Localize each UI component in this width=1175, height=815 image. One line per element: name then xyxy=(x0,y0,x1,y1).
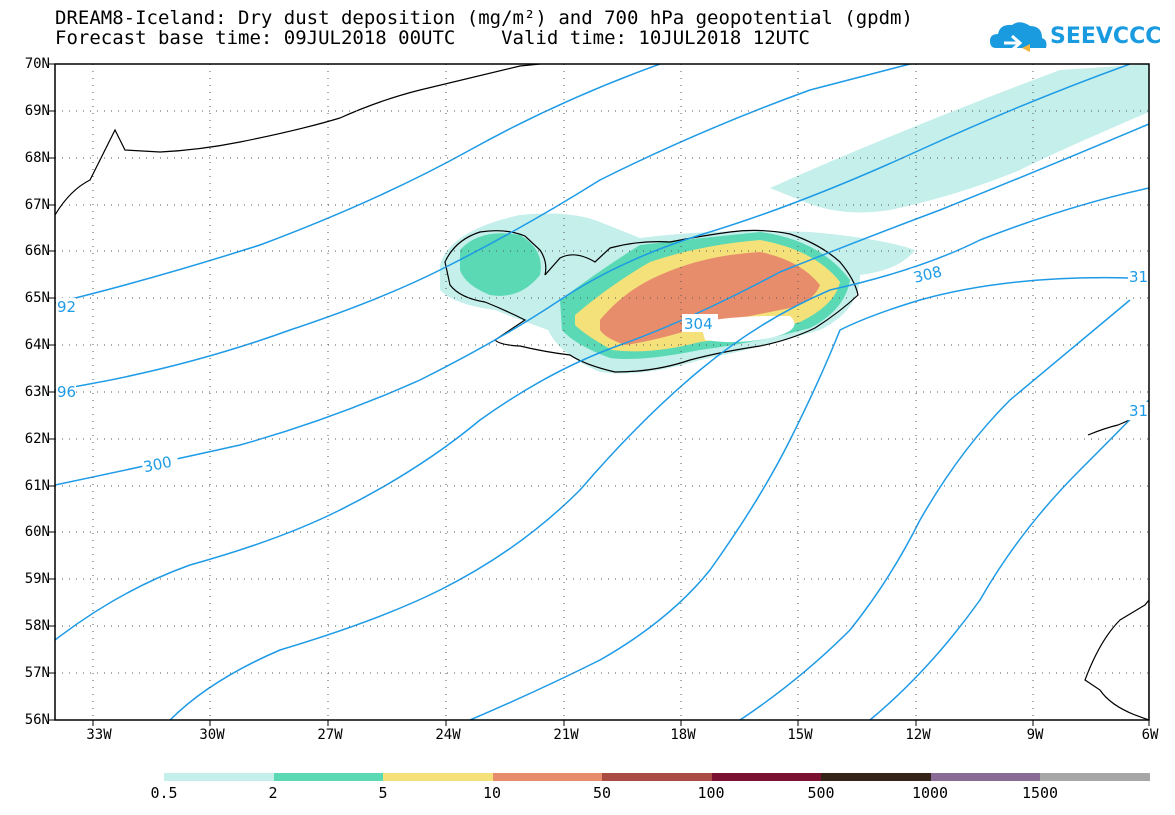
lon-label: 12W xyxy=(905,727,931,743)
colorbar-label: 5 xyxy=(378,784,388,802)
colorbar-segment xyxy=(492,773,602,781)
lat-label: 69N xyxy=(24,103,50,119)
colorbar-label: 500 xyxy=(807,784,835,802)
colorbar-segment xyxy=(930,773,1040,781)
lon-label: 18W xyxy=(670,727,696,743)
colorbar-segment xyxy=(383,773,493,781)
colorbar-label: 1000 xyxy=(911,784,949,802)
lon-label: 33W xyxy=(86,727,112,743)
geopotential-contours xyxy=(55,64,1149,720)
lon-label: 6W xyxy=(1141,727,1159,743)
colorbar-label: 50 xyxy=(592,784,612,802)
lat-label: 64N xyxy=(24,337,50,353)
axis-ticks xyxy=(49,63,1150,726)
dust-plume-east-gap xyxy=(1060,135,1149,171)
lat-label: 58N xyxy=(24,618,50,634)
lon-label: 30W xyxy=(199,727,225,743)
contour-label: 31 xyxy=(1129,402,1148,420)
colorbar-segment xyxy=(821,773,931,781)
lat-label: 61N xyxy=(24,478,50,494)
colorbar-label: 100 xyxy=(697,784,725,802)
colorbar-segment xyxy=(1040,773,1150,781)
colorbar-label: 10 xyxy=(482,784,502,802)
scotland-coastline xyxy=(1084,599,1149,720)
lat-label: 56N xyxy=(24,712,50,728)
contour-label: 304 xyxy=(684,315,713,333)
lon-label: 21W xyxy=(553,727,579,743)
cloud-icon xyxy=(990,22,1047,52)
colorbar-label: 2 xyxy=(268,784,278,802)
logo-text: SEEVCCC xyxy=(1050,24,1162,49)
lon-label: 9W xyxy=(1026,727,1044,743)
contour-label: 31 xyxy=(1129,268,1148,286)
colorbar xyxy=(164,773,1150,781)
colorbar-label: 1500 xyxy=(1021,784,1059,802)
lat-label: 60N xyxy=(24,524,50,540)
dust-plume-northeast xyxy=(770,64,1149,213)
contour-label: 92 xyxy=(57,298,76,316)
iceland-coastline xyxy=(444,229,859,373)
lat-label: 68N xyxy=(24,150,50,166)
dust-iceland-clear xyxy=(700,315,795,343)
lat-label: 62N xyxy=(24,431,50,447)
lat-label: 65N xyxy=(24,290,50,306)
contour-label: 300 xyxy=(142,453,174,477)
colorbar-segment xyxy=(164,773,274,781)
map-gridlines xyxy=(55,64,1149,720)
lon-label: 15W xyxy=(787,727,813,743)
contour-label: 96 xyxy=(57,383,76,401)
colorbar-segment xyxy=(602,773,712,781)
lat-label: 67N xyxy=(24,197,50,213)
lat-label: 57N xyxy=(24,665,50,681)
colorbar-segment xyxy=(711,773,821,781)
lat-label: 70N xyxy=(24,56,50,72)
map-title: DREAM8-Iceland: Dry dust deposition (mg/… xyxy=(55,7,913,29)
greenland-coastline xyxy=(55,64,541,216)
map-subtitle: Forecast base time: 09JUL2018 00UTC Vali… xyxy=(55,27,810,49)
colorbar-label: 0.5 xyxy=(150,784,178,802)
lon-label: 24W xyxy=(435,727,461,743)
dust-iceland-orange xyxy=(600,252,820,345)
colorbar-segment xyxy=(273,773,383,781)
lat-label: 66N xyxy=(24,243,50,259)
lat-label: 63N xyxy=(24,384,50,400)
lat-label: 59N xyxy=(24,571,50,587)
lon-label: 27W xyxy=(317,727,343,743)
